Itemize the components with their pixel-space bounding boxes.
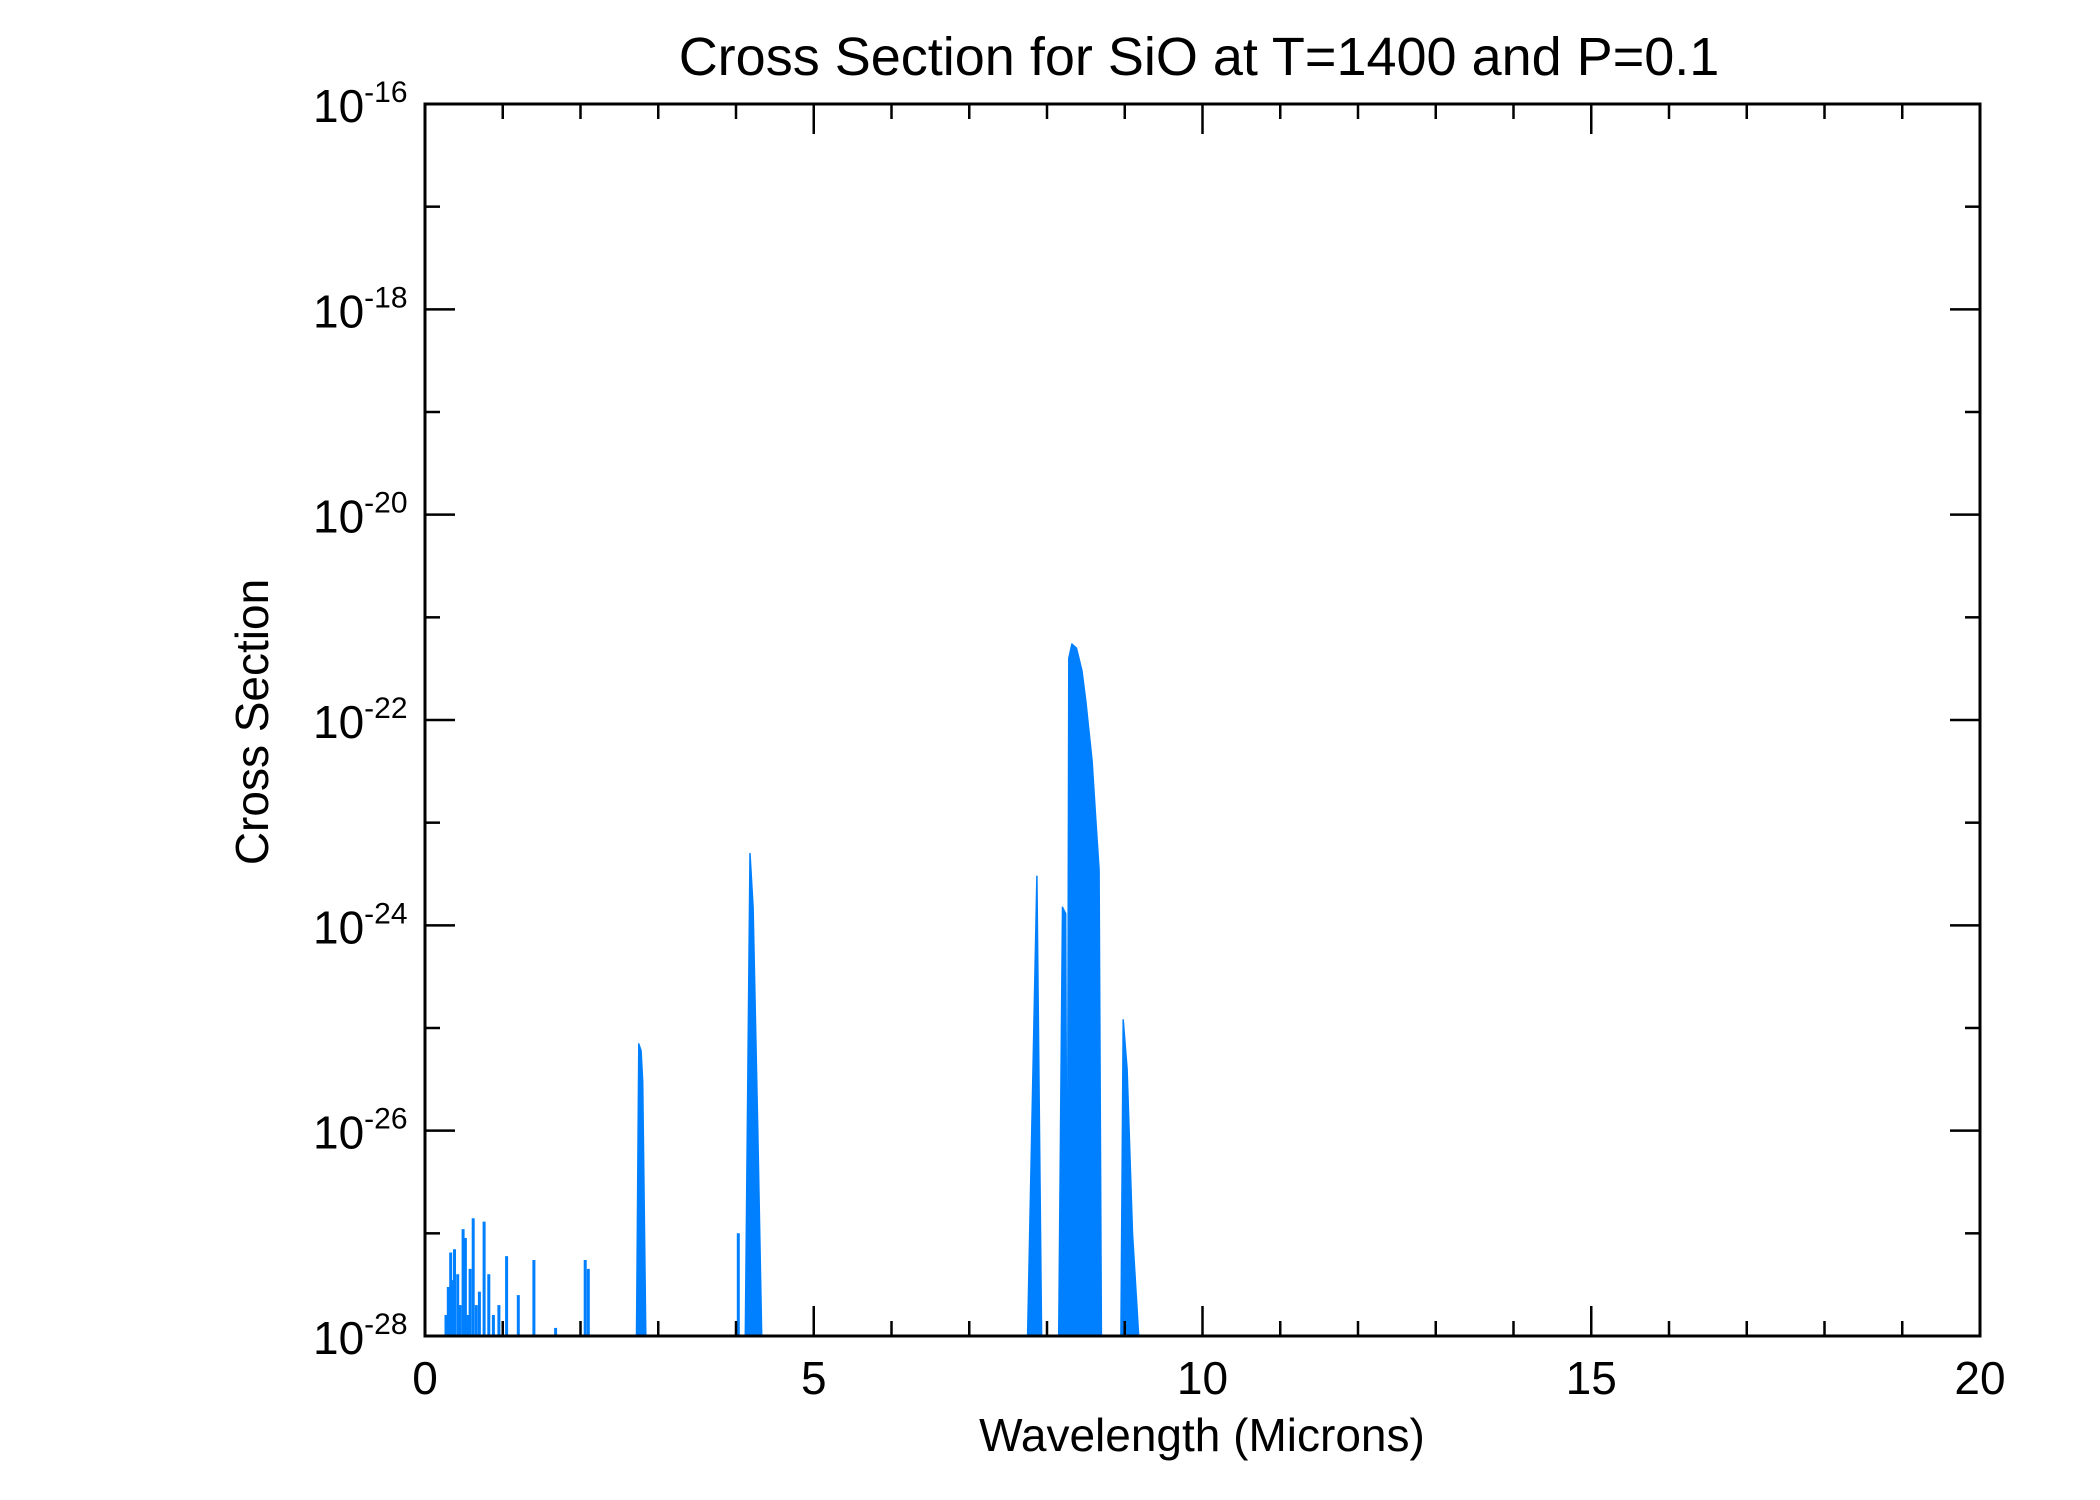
y-tick-label: 10-18 [313, 281, 408, 337]
data-band-5 [1120, 1019, 1140, 1337]
x-tick-label: 0 [412, 1352, 438, 1404]
x-tick-label: 15 [1566, 1352, 1617, 1404]
y-tick-label: 10-20 [313, 487, 408, 543]
axis-ticks [423, 102, 1982, 1338]
x-axis-title: Wavelength (Microns) [979, 1409, 1425, 1461]
y-tick-labels: 10-16 10-18 10-20 10-22 10-24 10-26 10-28 [313, 76, 408, 1364]
x-tick-label: 20 [1954, 1352, 2005, 1404]
data-band-4 [1066, 643, 1103, 1337]
chart-title: Cross Section for SiO at T=1400 and P=0.… [679, 27, 1720, 87]
y-tick-label: 10-16 [313, 76, 408, 132]
data-band-0 [635, 1043, 647, 1337]
data-band-2 [1026, 875, 1043, 1337]
y-tick-label: 10-28 [313, 1308, 408, 1364]
data-series-sio [444, 643, 1140, 1337]
y-tick-label: 10-24 [313, 897, 408, 953]
data-band-3 [1057, 906, 1068, 1337]
x-tick-label: 10 [1177, 1352, 1228, 1404]
y-axis-title: Cross Section [226, 579, 278, 865]
y-tick-label: 10-22 [313, 692, 408, 748]
x-tick-labels: 0 5 10 15 20 [412, 1352, 2005, 1404]
plot-frame [423, 102, 1982, 1338]
y-tick-label: 10-26 [313, 1103, 408, 1159]
x-tick-label: 5 [801, 1352, 827, 1404]
data-band-1 [744, 852, 763, 1337]
